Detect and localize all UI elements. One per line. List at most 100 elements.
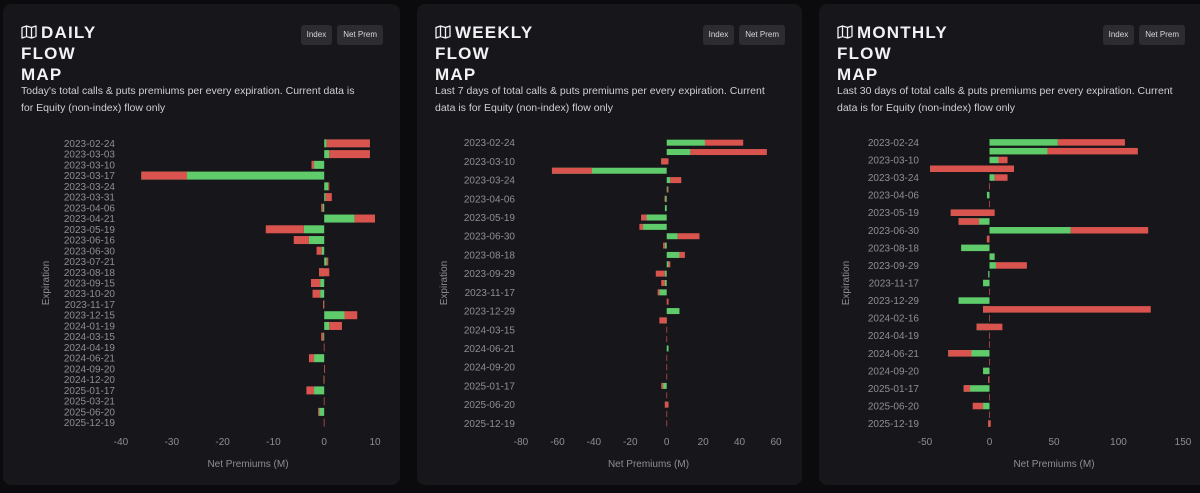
calls-bar[interactable] (321, 246, 325, 255)
calls-bar[interactable] (324, 321, 330, 330)
calls-bar[interactable] (666, 308, 680, 315)
calls-bar[interactable] (303, 225, 325, 234)
puts-bar[interactable] (666, 420, 668, 427)
calls-bar[interactable] (319, 407, 325, 416)
puts-bar[interactable] (666, 354, 668, 361)
puts-bar[interactable] (312, 289, 321, 298)
puts-bar[interactable] (311, 160, 315, 169)
puts-bar[interactable] (325, 193, 332, 202)
calls-bar[interactable] (963, 385, 990, 392)
puts-bar[interactable] (659, 317, 667, 324)
puts-bar[interactable] (989, 288, 990, 296)
puts-bar[interactable] (663, 242, 665, 249)
puts-bar[interactable] (668, 261, 671, 268)
puts-bar[interactable] (328, 182, 330, 191)
puts-bar[interactable] (329, 150, 370, 159)
puts-bar[interactable] (1047, 147, 1138, 155)
puts-bar[interactable] (677, 233, 700, 240)
index-button[interactable]: Index (702, 25, 735, 45)
puts-bar[interactable] (666, 410, 668, 417)
calls-bar[interactable] (666, 261, 669, 268)
puts-bar[interactable] (679, 251, 685, 258)
calls-bar[interactable] (983, 402, 990, 410)
calls-bar[interactable] (961, 244, 990, 252)
puts-bar[interactable] (972, 402, 984, 410)
calls-bar[interactable] (314, 160, 325, 169)
calls-bar[interactable] (322, 203, 325, 212)
puts-bar[interactable] (666, 298, 669, 305)
calls-bar[interactable] (989, 139, 1058, 146)
puts-bar[interactable] (323, 397, 325, 406)
calls-bar[interactable] (666, 233, 678, 240)
puts-bar[interactable] (293, 236, 309, 245)
net-prem-button[interactable]: Net Prem (739, 25, 785, 45)
calls-bar[interactable] (324, 311, 345, 320)
puts-bar[interactable] (664, 195, 666, 202)
calls-bar[interactable] (324, 139, 327, 148)
calls-bar[interactable] (989, 156, 999, 164)
puts-bar[interactable] (1057, 139, 1125, 146)
calls-bar[interactable] (666, 177, 671, 184)
puts-bar[interactable] (639, 223, 644, 230)
puts-bar[interactable] (994, 174, 1008, 181)
puts-bar[interactable] (323, 418, 325, 427)
calls-bar[interactable] (320, 279, 325, 287)
puts-bar[interactable] (308, 354, 315, 363)
calls-bar[interactable] (664, 195, 667, 202)
puts-bar[interactable] (667, 186, 669, 193)
puts-bar[interactable] (930, 165, 1015, 173)
puts-bar[interactable] (316, 246, 322, 255)
calls-bar[interactable] (666, 345, 669, 352)
index-button[interactable]: Index (1102, 25, 1135, 45)
puts-bar[interactable] (324, 364, 325, 373)
calls-bar[interactable] (988, 270, 990, 278)
calls-bar[interactable] (666, 149, 691, 156)
puts-bar[interactable] (666, 373, 668, 380)
calls-bar[interactable] (666, 251, 680, 258)
puts-bar[interactable] (664, 401, 669, 408)
net-prem-button[interactable]: Net Prem (337, 25, 383, 45)
calls-bar[interactable] (663, 382, 667, 389)
puts-bar[interactable] (690, 149, 767, 156)
puts-bar[interactable] (265, 225, 304, 234)
calls-bar[interactable] (314, 354, 325, 363)
puts-bar[interactable] (666, 364, 668, 371)
puts-bar[interactable] (551, 167, 593, 174)
puts-bar[interactable] (948, 350, 972, 357)
calls-bar[interactable] (664, 270, 667, 277)
calls-bar[interactable] (664, 242, 667, 249)
index-button[interactable]: Index (300, 25, 333, 45)
calls-bar[interactable] (551, 167, 667, 174)
calls-bar[interactable] (324, 193, 326, 202)
calls-bar[interactable] (986, 191, 990, 199)
calls-bar[interactable] (958, 297, 990, 304)
puts-bar[interactable] (989, 341, 990, 348)
calls-bar[interactable] (643, 223, 667, 230)
calls-bar[interactable] (666, 186, 668, 193)
calls-bar[interactable] (320, 289, 325, 298)
calls-bar[interactable] (141, 171, 325, 180)
net-prem-button[interactable]: Net Prem (1139, 25, 1185, 45)
calls-bar[interactable] (659, 289, 667, 296)
puts-bar[interactable] (323, 300, 325, 309)
puts-bar[interactable] (323, 343, 325, 352)
puts-bar[interactable] (983, 306, 1151, 313)
calls-bar[interactable] (989, 227, 1071, 234)
calls-bar[interactable] (324, 214, 355, 223)
puts-bar[interactable] (989, 183, 990, 190)
puts-bar[interactable] (958, 218, 980, 225)
calls-bar[interactable] (989, 262, 996, 269)
puts-bar[interactable] (326, 257, 329, 266)
puts-bar[interactable] (354, 214, 375, 223)
calls-bar[interactable] (983, 367, 990, 375)
calls-bar[interactable] (989, 174, 995, 181)
puts-bar[interactable] (344, 311, 358, 320)
calls-bar[interactable] (989, 147, 1048, 155)
puts-bar[interactable] (661, 280, 665, 286)
puts-bar[interactable] (704, 139, 744, 146)
puts-bar[interactable] (989, 314, 990, 322)
puts-bar[interactable] (666, 326, 668, 333)
calls-bar[interactable] (314, 386, 325, 395)
puts-bar[interactable] (950, 209, 995, 216)
puts-bar[interactable] (989, 411, 990, 419)
